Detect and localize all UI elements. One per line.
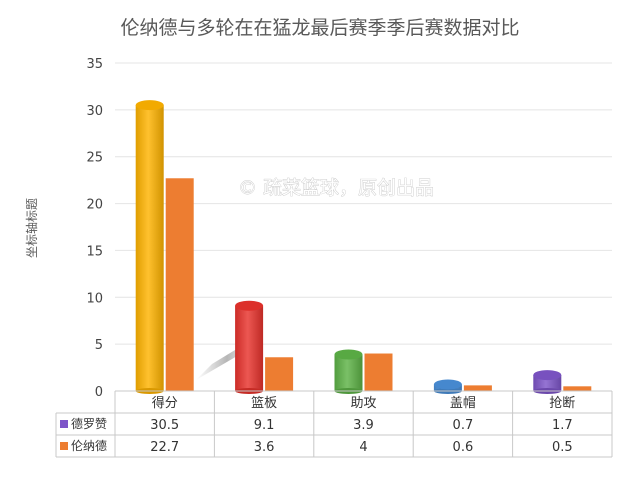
table-cell: 0.7 — [453, 418, 474, 433]
legend-label: 德罗赞 — [71, 416, 107, 431]
y-tick-label: 35 — [86, 57, 103, 72]
bar-series-1 — [334, 349, 363, 394]
table-cell: 4 — [359, 440, 367, 455]
table-cell: 9.1 — [254, 418, 275, 433]
x-category-label: 助攻 — [350, 396, 376, 411]
chart-title: 伦纳德与多轮在在猛龙最后赛季季后赛数据对比 — [120, 17, 519, 39]
bars — [115, 100, 612, 394]
bar-series-2 — [165, 178, 194, 391]
y-tick-label: 20 — [86, 198, 103, 213]
y-tick-label: 0 — [95, 385, 103, 400]
x-category-label: 得分 — [152, 395, 178, 411]
y-axis-ticks: 0 5 10 15 20 25 30 35 — [86, 57, 103, 400]
y-axis-label: 坐标轴标题 — [24, 198, 39, 258]
bar-series-2 — [563, 386, 592, 391]
gridlines — [115, 62, 612, 345]
x-category-label: 篮板 — [251, 396, 277, 411]
table-cell: 22.7 — [150, 440, 179, 455]
bar-series-1 — [235, 300, 264, 394]
table-cell: 30.5 — [150, 418, 179, 433]
bar-series-2 — [463, 385, 492, 391]
table-cell: 1.7 — [552, 418, 573, 433]
y-tick-label: 15 — [86, 244, 103, 259]
y-tick-label: 5 — [95, 338, 103, 353]
bar-series-1 — [533, 370, 562, 394]
legend-key — [60, 442, 68, 450]
legend-label: 伦纳德 — [71, 438, 107, 453]
bar-series-1 — [135, 100, 164, 394]
table-cell: 3.9 — [353, 418, 374, 433]
watermark-text: © 疏菜篮球，原创出品 — [238, 177, 434, 199]
table-cell: 0.6 — [453, 440, 474, 455]
table-cell: 0.5 — [552, 440, 573, 455]
x-category-label: 盖帽 — [450, 395, 476, 411]
bar-series-2 — [265, 357, 294, 391]
y-tick-label: 30 — [86, 104, 103, 119]
table-cell: 3.6 — [254, 440, 275, 455]
bar-series-1 — [433, 379, 462, 394]
x-category-label: 抢断 — [549, 395, 575, 411]
legend-key — [60, 420, 68, 428]
y-tick-label: 25 — [86, 151, 103, 166]
bar-series-2 — [364, 353, 393, 391]
y-tick-label: 10 — [86, 291, 103, 306]
